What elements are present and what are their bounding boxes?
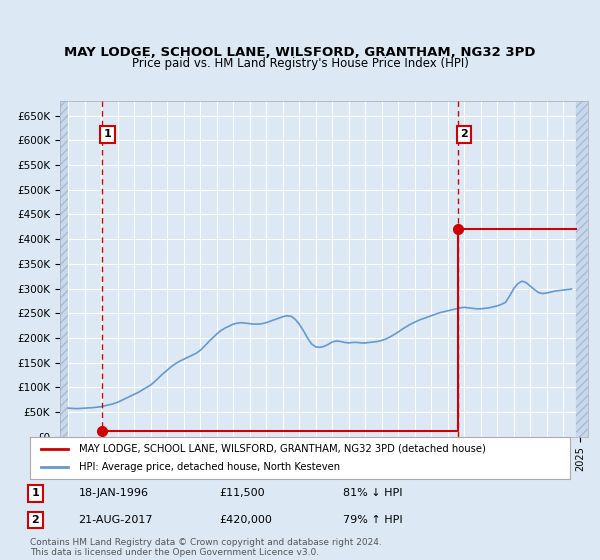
Text: 2: 2	[32, 515, 39, 525]
Text: HPI: Average price, detached house, North Kesteven: HPI: Average price, detached house, Nort…	[79, 462, 340, 472]
Text: Price paid vs. HM Land Registry's House Price Index (HPI): Price paid vs. HM Land Registry's House …	[131, 57, 469, 70]
Text: 21-AUG-2017: 21-AUG-2017	[79, 515, 153, 525]
Text: £11,500: £11,500	[219, 488, 265, 498]
Text: £420,000: £420,000	[219, 515, 272, 525]
Bar	[575, 101, 588, 437]
Text: 1: 1	[104, 129, 112, 139]
Text: 2: 2	[460, 129, 468, 139]
Text: 1: 1	[32, 488, 39, 498]
Text: MAY LODGE, SCHOOL LANE, WILSFORD, GRANTHAM, NG32 3PD (detached house): MAY LODGE, SCHOOL LANE, WILSFORD, GRANTH…	[79, 444, 485, 454]
Bar	[60, 101, 68, 437]
Text: Contains HM Land Registry data © Crown copyright and database right 2024.
This d: Contains HM Land Registry data © Crown c…	[30, 538, 382, 557]
Text: 81% ↓ HPI: 81% ↓ HPI	[343, 488, 403, 498]
Text: 18-JAN-1996: 18-JAN-1996	[79, 488, 149, 498]
Text: MAY LODGE, SCHOOL LANE, WILSFORD, GRANTHAM, NG32 3PD: MAY LODGE, SCHOOL LANE, WILSFORD, GRANTH…	[64, 46, 536, 59]
Text: 79% ↑ HPI: 79% ↑ HPI	[343, 515, 403, 525]
Bar	[575, 101, 588, 437]
Bar	[60, 101, 68, 437]
